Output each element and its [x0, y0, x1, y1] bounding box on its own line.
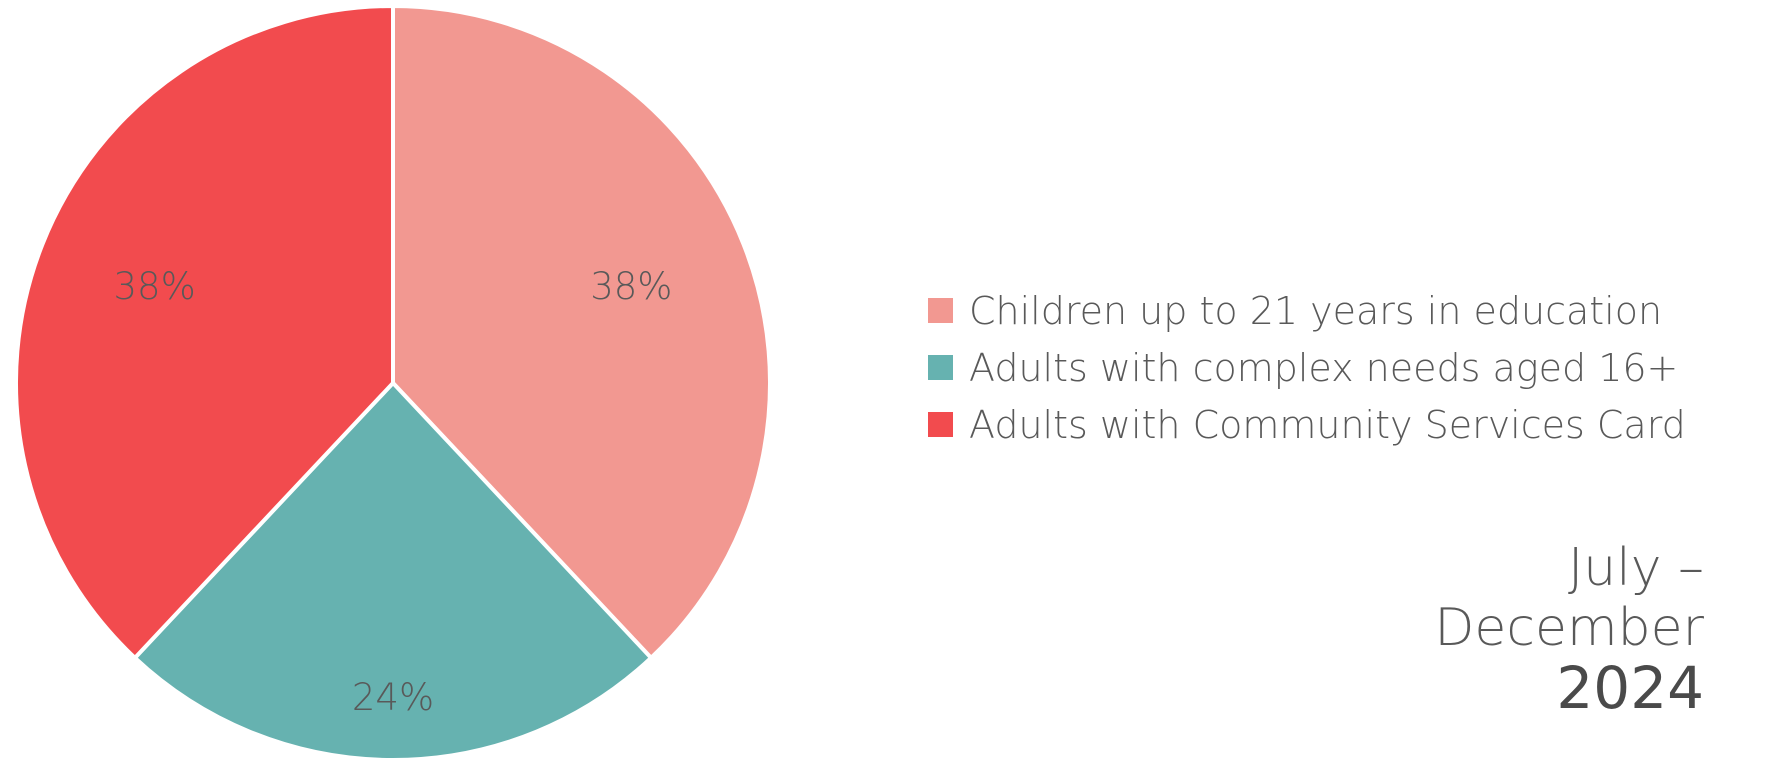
legend-item-children: Children up to 21 years in education: [928, 282, 1686, 339]
period-line-1: July –: [1567, 538, 1704, 598]
legend-label-complex-needs: Adults with complex needs aged 16+: [969, 345, 1679, 390]
legend-swatch-complex-needs: [928, 355, 953, 380]
pie-chart: 38% 24% 38%: [14, 4, 772, 758]
pie-slice-community-services: [14, 4, 395, 660]
legend-label-children: Children up to 21 years in education: [969, 288, 1663, 333]
legend-label-community-services: Adults with Community Services Card: [969, 402, 1686, 447]
legend-swatch-community-services: [928, 412, 953, 437]
legend-item-complex-needs: Adults with complex needs aged 16+: [928, 339, 1686, 396]
data-label-children: 38%: [590, 265, 672, 308]
period-label: July – December 2024: [1434, 538, 1704, 718]
legend: Children up to 21 years in education Adu…: [928, 282, 1686, 453]
period-year: 2024: [1556, 654, 1704, 722]
legend-swatch-children: [928, 298, 953, 323]
data-label-community-services: 38%: [114, 265, 196, 308]
legend-item-community-services: Adults with Community Services Card: [928, 396, 1686, 453]
period-line-2: December: [1434, 598, 1704, 658]
pie-slice-complex-needs: [132, 381, 654, 758]
data-label-complex-needs: 24%: [352, 676, 434, 719]
pie-slice-children: [391, 4, 772, 660]
